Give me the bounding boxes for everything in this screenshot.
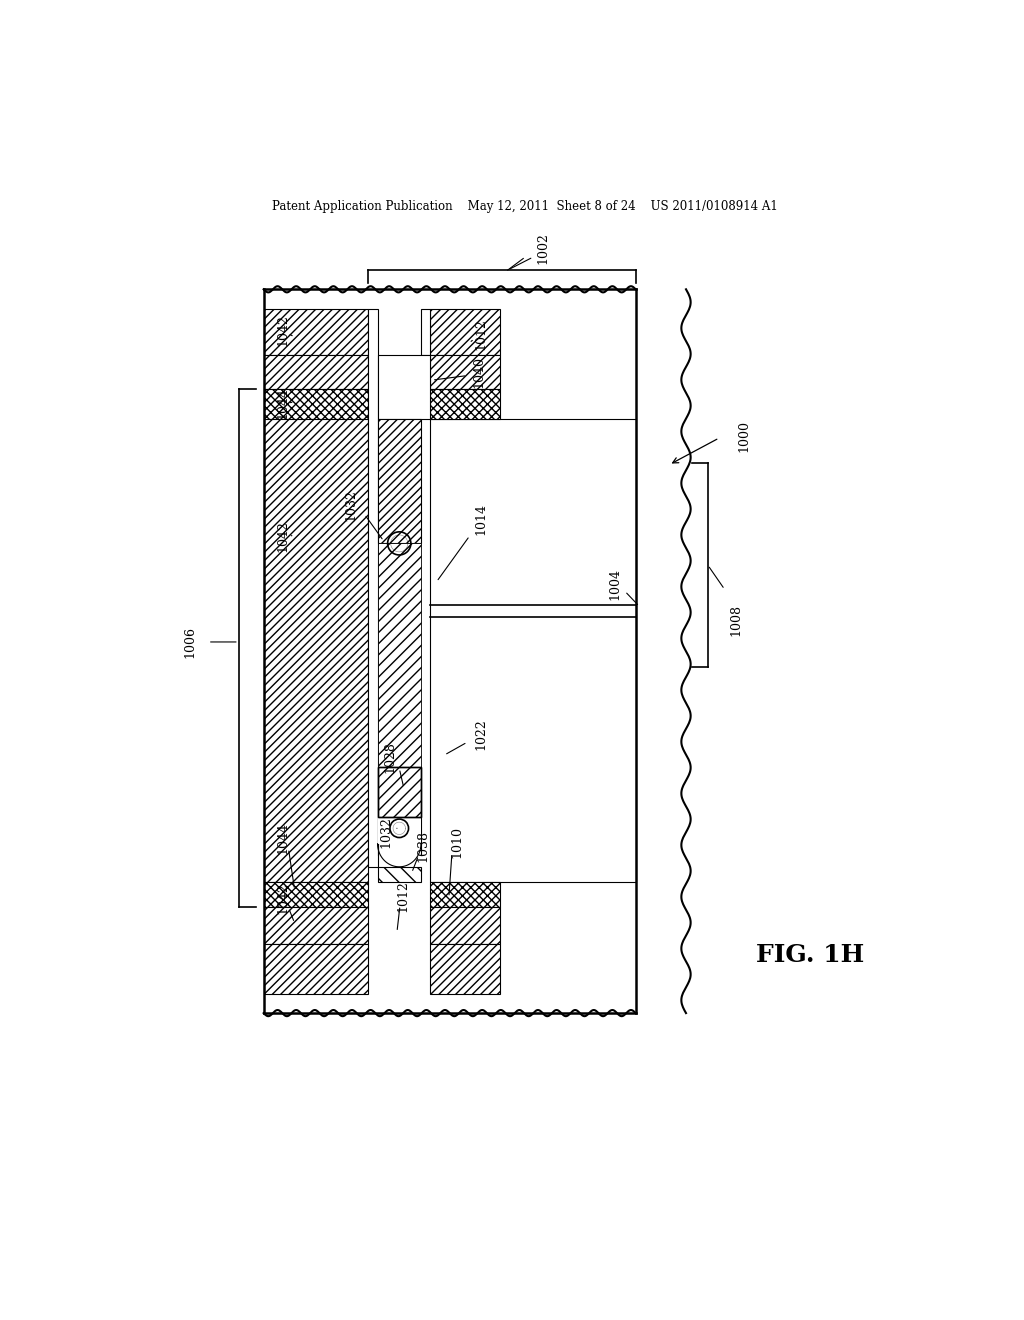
Bar — [378, 867, 421, 882]
Text: 1002: 1002 — [537, 232, 550, 264]
Text: 1042: 1042 — [276, 314, 290, 346]
Bar — [263, 309, 369, 355]
Bar — [378, 355, 430, 418]
Text: 1014: 1014 — [474, 503, 487, 535]
Text: 1044: 1044 — [276, 822, 290, 854]
Bar — [430, 389, 500, 418]
Bar — [430, 944, 500, 994]
Text: 1044: 1044 — [276, 387, 290, 420]
Text: 1042: 1042 — [276, 882, 290, 913]
Bar — [263, 882, 369, 907]
Bar — [378, 767, 421, 817]
Bar — [430, 907, 500, 944]
Bar — [378, 418, 421, 544]
Bar — [263, 289, 636, 1014]
Text: 1004: 1004 — [608, 568, 622, 601]
Text: 1008: 1008 — [729, 605, 742, 636]
Bar — [263, 418, 369, 882]
Bar — [263, 907, 369, 944]
Bar — [263, 944, 369, 994]
Text: 1032: 1032 — [380, 816, 392, 847]
Text: 1022: 1022 — [474, 718, 487, 750]
Bar — [263, 389, 369, 418]
Bar — [430, 309, 500, 355]
Text: Patent Application Publication    May 12, 2011  Sheet 8 of 24    US 2011/0108914: Patent Application Publication May 12, 2… — [272, 199, 777, 213]
Bar — [378, 767, 421, 817]
Bar — [430, 418, 636, 882]
Bar — [263, 355, 369, 389]
Bar — [369, 309, 378, 867]
Text: 1000: 1000 — [737, 420, 751, 451]
Bar — [430, 355, 500, 389]
Bar — [430, 882, 500, 907]
Bar — [378, 544, 421, 767]
Text: 1010: 1010 — [451, 826, 464, 858]
Text: 1006: 1006 — [183, 626, 197, 657]
Text: 1040: 1040 — [472, 356, 485, 388]
Bar — [421, 309, 430, 355]
Bar — [378, 817, 421, 843]
Text: 1038: 1038 — [416, 830, 429, 862]
Text: 1028: 1028 — [383, 742, 396, 774]
Text: 1012: 1012 — [474, 318, 487, 350]
Text: FIG. 1H: FIG. 1H — [756, 944, 864, 968]
Text: 1042: 1042 — [276, 520, 290, 552]
Text: 1032: 1032 — [345, 488, 357, 521]
Text: 1012: 1012 — [396, 880, 410, 912]
